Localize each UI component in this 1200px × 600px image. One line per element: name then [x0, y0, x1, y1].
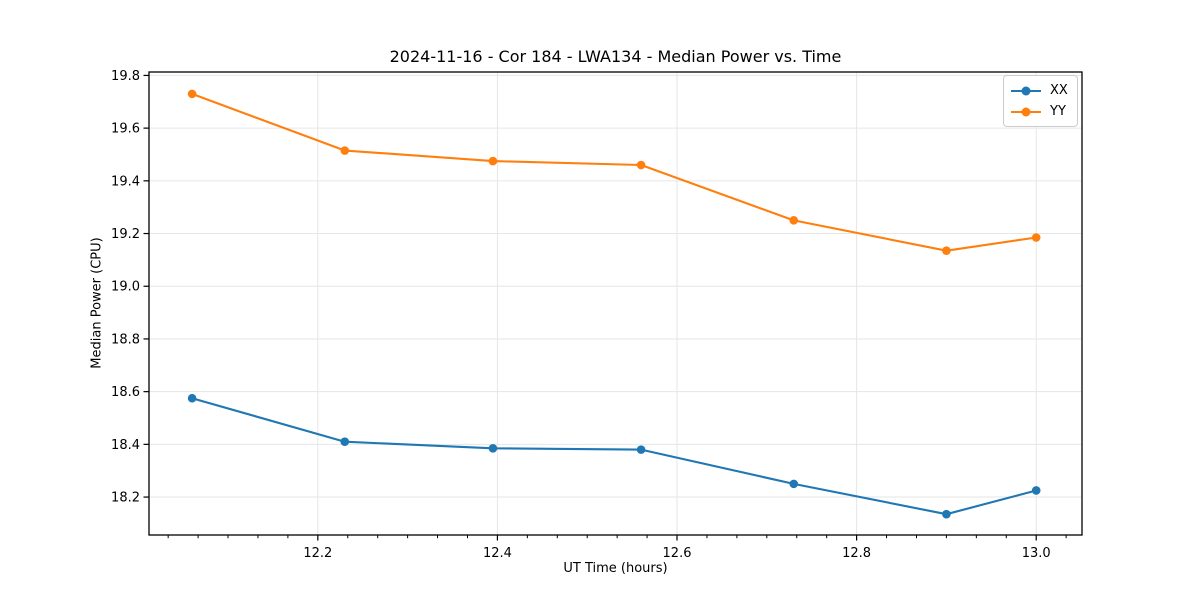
x-tick-label: 12.6 — [663, 546, 692, 561]
data-point-yy — [488, 156, 498, 166]
data-point-yy — [340, 146, 350, 155]
y-tick-label: 19.0 — [111, 280, 140, 295]
data-point-xx — [1031, 486, 1041, 495]
y-tick-label: 18.4 — [111, 438, 140, 453]
data-point-xx — [942, 509, 951, 519]
y-tick-label: 19.8 — [111, 69, 140, 84]
x-tick-label: 12.2 — [303, 546, 332, 561]
y-tick-label: 18.2 — [111, 491, 140, 506]
legend-item-label: XX — [1050, 83, 1068, 98]
data-point-yy — [789, 216, 799, 225]
axes-frame — [148, 71, 1083, 536]
gridlines — [149, 72, 1082, 535]
y-axis: 18.2 18.4 18.6 18.8 19.0 19.2 19.4 19.6 19.8 — [111, 69, 149, 506]
data-point-xx — [488, 444, 498, 453]
legend-line-marker-sample — [1011, 86, 1041, 96]
legend-item-yy: YY — [1011, 101, 1068, 122]
data-point-yy — [636, 160, 646, 170]
x-axis-label: UT Time (hours) — [563, 561, 668, 576]
series-line-yy — [191, 92, 1038, 252]
data-point-xx — [789, 479, 799, 489]
y-tick-label: 18.6 — [111, 385, 140, 400]
y-tick-label: 19.2 — [111, 227, 140, 242]
legend-item-label: YY — [1050, 104, 1066, 119]
chart-title: 2024-11-16 - Cor 184 - LWA134 - Median P… — [389, 47, 842, 66]
x-tick-label: 12.4 — [483, 546, 512, 561]
data-point-xx — [340, 437, 350, 447]
legend: XX YY — [1003, 75, 1078, 127]
data-point-yy — [1031, 233, 1041, 242]
series-xx — [187, 393, 1041, 519]
data-point-xx — [187, 393, 197, 403]
x-minor-ticks — [167, 535, 1067, 539]
data-point-yy — [187, 89, 197, 99]
x-axis: 12.2 12.4 12.6 12.8 13.0 — [303, 535, 1051, 561]
x-tick-label: 13.0 — [1022, 546, 1051, 561]
series-yy — [187, 89, 1041, 255]
y-tick-label: 19.6 — [111, 122, 140, 137]
x-tick-label: 12.8 — [842, 546, 871, 561]
data-point-yy — [942, 246, 951, 255]
y-tick-label: 18.8 — [111, 332, 140, 347]
data-point-xx — [636, 445, 646, 454]
y-axis-label: Median Power (CPU) — [89, 237, 105, 369]
legend-line-marker-sample — [1011, 107, 1041, 117]
y-tick-label: 19.4 — [111, 174, 140, 189]
legend-item-xx: XX — [1011, 80, 1068, 101]
